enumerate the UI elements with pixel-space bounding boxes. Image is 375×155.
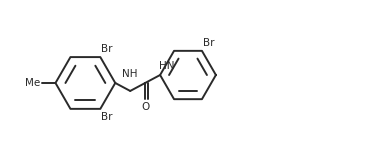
Text: Br: Br (101, 44, 113, 54)
Text: NH: NH (122, 69, 138, 79)
Text: Me: Me (25, 78, 40, 88)
Text: Br: Br (203, 38, 214, 48)
Text: HN: HN (159, 61, 175, 71)
Text: O: O (141, 102, 149, 112)
Text: Br: Br (101, 112, 113, 122)
